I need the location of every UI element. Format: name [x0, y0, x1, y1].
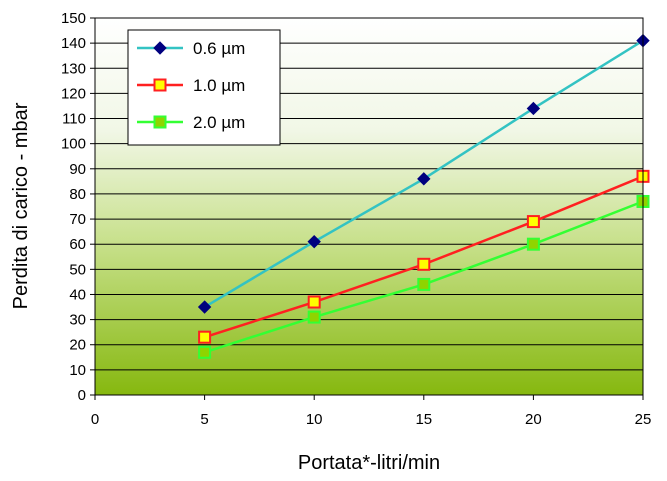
- y-axis-tick-labels: 0 10 20 30 40 50 60 70 80 90 100 110 120 130 140 150: [61, 10, 95, 404]
- plot-area-border: [94, 17, 644, 396]
- legend-label: 1.0 µm: [193, 76, 245, 95]
- data-point: [417, 277, 431, 291]
- y-tick-label: 140: [61, 35, 86, 52]
- y-tick-label: 60: [69, 236, 86, 253]
- data-point: [526, 215, 540, 229]
- y-tick-label: 50: [69, 261, 86, 278]
- legend-marker: [153, 41, 167, 55]
- x-axis-label: Portata*-litri/min: [298, 452, 440, 474]
- x-tick-label: 5: [200, 411, 208, 428]
- x-tick-label: 20: [525, 411, 542, 428]
- x-tick-label: 25: [635, 411, 652, 428]
- legend-label: 2.0 µm: [193, 113, 245, 132]
- y-tick-label: 120: [61, 85, 86, 102]
- legend-entry: 0.6 µm: [137, 39, 245, 58]
- data-point: [417, 257, 431, 271]
- legend-label: 0.6 µm: [193, 39, 245, 58]
- y-tick-label: 130: [61, 60, 86, 77]
- legend-entry: 2.0 µm: [137, 113, 245, 132]
- x-axis-tick-labels: 0 5 10 15 20 25: [91, 395, 652, 428]
- y-tick-label: 90: [69, 161, 86, 178]
- data-point: [307, 295, 321, 309]
- y-tick-label: 40: [69, 286, 86, 303]
- y-tick-label: 100: [61, 136, 86, 153]
- data-point: [526, 237, 540, 251]
- y-tick-label: 10: [69, 362, 86, 379]
- y-axis-label: Perdita di carico - mbar: [10, 102, 32, 309]
- legend-entry: 1.0 µm: [137, 76, 245, 95]
- series-lines: [197, 33, 650, 359]
- y-tick-label: 30: [69, 312, 86, 329]
- data-point: [307, 310, 321, 324]
- y-tick-label: 20: [69, 337, 86, 354]
- legend-marker: [153, 78, 167, 92]
- data-point: [198, 330, 212, 344]
- y-tick-label: 110: [62, 111, 86, 128]
- data-point: [526, 101, 541, 116]
- y-tick-label: 80: [69, 186, 86, 203]
- data-point: [198, 345, 212, 359]
- x-tick-label: 15: [415, 411, 432, 428]
- y-tick-label: 150: [61, 10, 86, 27]
- data-point: [197, 300, 212, 314]
- y-tick-label: 70: [69, 211, 86, 228]
- x-tick-label: 0: [91, 411, 99, 428]
- legend: 0.6 µm 1.0 µm 2.0 µm: [127, 29, 281, 146]
- grid-lines: [95, 42, 643, 371]
- data-point: [307, 234, 321, 249]
- data-point: [417, 172, 431, 186]
- legend-marker: [153, 115, 167, 129]
- x-tick-label: 10: [306, 411, 323, 428]
- y-tick-label: 0: [78, 387, 86, 404]
